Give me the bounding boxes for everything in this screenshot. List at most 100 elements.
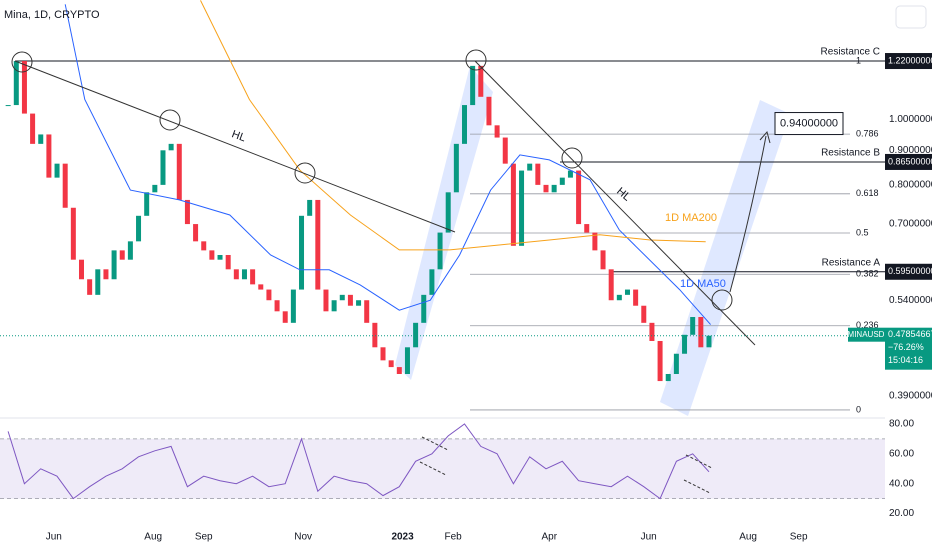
x-tick-label: Aug [144,532,162,543]
rsi-tick-label: 20.00 [889,508,914,519]
y-tick-label: 0.39000000 [889,390,932,401]
candle [347,294,353,306]
symbol-tag [848,327,885,342]
candle [576,170,582,225]
target-label: 0.94000000 [780,117,838,129]
fib-label: 0.236 [856,320,879,330]
candle [462,105,468,144]
change-label: −76.26% [888,342,924,352]
x-tick-label: Apr [541,532,557,543]
arrow-head [759,130,771,144]
candle [160,150,166,185]
chart-title: Mina, 1D, CRYPTO [4,9,100,21]
fib-label: 0.382 [856,269,879,279]
x-tick-label: Nov [294,532,312,543]
candle [567,170,573,178]
candle [38,134,44,144]
candle [95,269,101,295]
candle [356,300,362,306]
rsi-band [0,438,885,499]
ma-line [64,4,711,325]
price-tag-label: 1.22000000 [888,55,932,65]
candle [421,294,427,323]
rsi-line [7,423,710,500]
last-price-label: 0.47854667 [888,329,932,339]
channel [395,66,493,380]
candle [46,134,52,178]
candle [307,199,313,216]
fib-label: 0.5 [856,227,869,237]
candle [380,347,386,361]
candle [584,224,590,233]
candle [690,317,696,335]
candle [144,192,150,216]
settings-button[interactable] [895,5,927,29]
target-box [774,112,844,136]
candle [592,232,598,251]
rsi-tick-label: 40.00 [889,478,914,489]
y-tick-label: 0.80000000 [889,180,932,191]
candle [413,322,419,348]
x-tick-label: Feb [444,532,462,543]
candle [698,317,704,348]
candle [673,353,679,374]
y-tick-label: 0.54000000 [889,295,932,306]
candle [13,61,19,106]
countdown-label: 15:04:16 [888,355,923,365]
candle [54,163,60,178]
candle [404,347,410,374]
candle [299,215,305,290]
candle [290,289,296,323]
x-tick-label: 2023 [391,532,414,543]
candle [266,289,272,301]
candle [470,65,476,106]
candle [445,192,451,233]
x-tick-label: Sep [195,532,213,543]
candle [176,143,182,200]
ma-line [200,0,706,251]
candle [429,269,435,295]
candle [527,163,533,171]
candle [494,125,500,138]
candle [78,259,84,280]
candle [486,96,492,126]
candle [225,254,231,270]
fib-label: 1 [856,55,861,65]
trendline [474,60,756,346]
price-tag [885,263,932,280]
y-tick-label: 0.70000000 [889,219,932,230]
resistance-label: Resistance A [822,257,881,268]
candle [665,373,671,382]
candle [119,250,125,260]
candle [437,232,443,270]
x-tick-label: Jun [641,532,657,543]
trendline [14,60,456,233]
candle [5,105,11,107]
candle [184,199,190,225]
symbol-label: MINAUSD [848,330,885,339]
candle [70,207,76,260]
x-tick-label: Sep [790,532,808,543]
last-price-tag [885,327,932,370]
candle [250,269,256,285]
candle [559,177,565,185]
candle [396,367,402,374]
candle [502,137,508,164]
projection-arrow [729,135,767,293]
fib-label: 0.618 [856,188,879,198]
rsi-tick-label: 80.00 [889,419,914,430]
candle [103,269,109,280]
candle [127,241,133,260]
candle [193,224,199,242]
candle [152,184,158,193]
candle [624,289,630,295]
candle [706,335,712,348]
candle [519,170,525,246]
candle [364,300,370,323]
candle [21,61,27,114]
candle [87,279,93,295]
candle [282,311,288,323]
candle [168,143,174,151]
